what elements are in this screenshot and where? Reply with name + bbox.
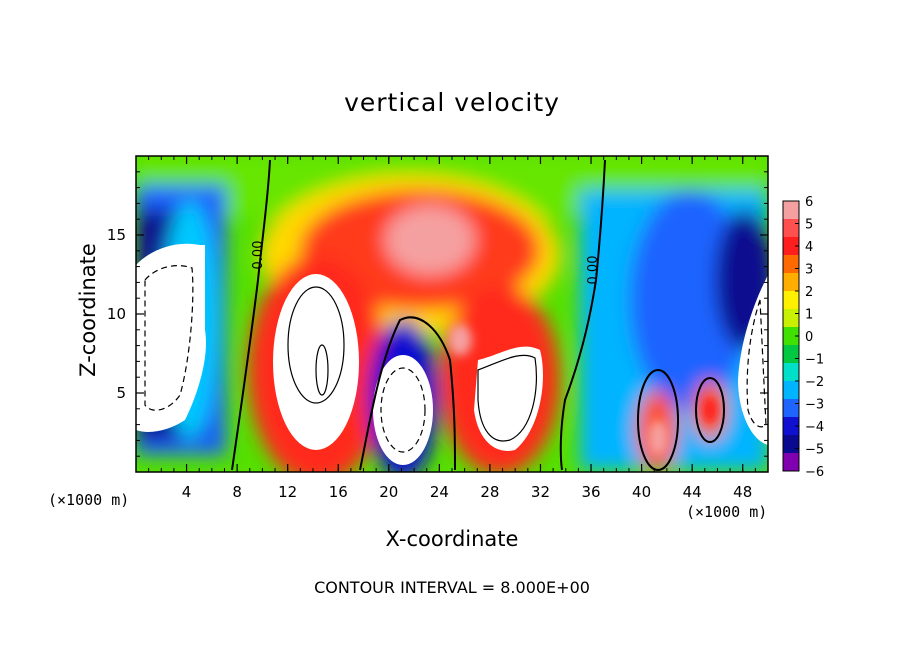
colorbar-swatch xyxy=(783,435,799,454)
y-tick-label: 15 xyxy=(107,226,126,244)
colorbar-label: −3 xyxy=(805,398,824,413)
colorbar-label: 2 xyxy=(805,285,813,300)
colorbar-label: 0 xyxy=(805,330,813,345)
colorbar-swatch xyxy=(783,237,799,256)
contour-label: 0.00 xyxy=(586,256,601,285)
x-tick-label: 12 xyxy=(278,483,297,501)
x-tick-label: 28 xyxy=(480,483,499,501)
colorbar-label: 3 xyxy=(805,263,813,278)
x-tick-label: 8 xyxy=(232,483,242,501)
colorbar-swatch xyxy=(783,327,799,346)
colorbar-swatch xyxy=(783,381,799,400)
y-tick-label: 5 xyxy=(116,384,126,402)
colorbar-swatch xyxy=(783,399,799,418)
colorbar-swatch xyxy=(783,291,799,310)
x-tick-label: 44 xyxy=(683,483,702,501)
colorbar-label: −5 xyxy=(805,443,824,458)
y-axis-label: Z-coordinate xyxy=(76,243,100,377)
colorbar-swatch xyxy=(783,363,799,382)
x-tick-label: 32 xyxy=(531,483,550,501)
x-axis: 4 8 12 16 20 24 28 32 36 40 44 48 xyxy=(148,156,756,501)
colorbar-label: −1 xyxy=(805,353,824,368)
colorbar-swatch xyxy=(783,453,799,472)
x-tick-label: 20 xyxy=(379,483,398,501)
x-tick-label: 24 xyxy=(430,483,449,501)
colorbar-label: 4 xyxy=(805,240,813,255)
contour-interval-note: CONTOUR INTERVAL = 8.000E+00 xyxy=(314,578,590,597)
colorbar-label: 6 xyxy=(805,195,813,210)
colorbar: 6 5 4 3 2 1 0 −1 −2 −3 −4 −5 −6 xyxy=(782,195,824,480)
y-axis: 5 10 15 xyxy=(107,171,768,457)
colorbar-label: −4 xyxy=(805,420,824,435)
colorbar-swatch xyxy=(783,309,799,328)
colorbar-label: 5 xyxy=(805,218,813,233)
contour-labels: 0.00 0.00 xyxy=(251,241,601,285)
x-unit-right: (×1000 m) xyxy=(686,503,768,521)
colorbar-swatch xyxy=(783,417,799,436)
x-tick-label: 40 xyxy=(632,483,651,501)
x-axis-label: X-coordinate xyxy=(385,527,519,551)
x-tick-label: 16 xyxy=(329,483,348,501)
colorbar-label: −2 xyxy=(805,375,824,390)
heatmap-field xyxy=(136,156,768,472)
x-tick-label: 36 xyxy=(581,483,600,501)
x-tick-label: 48 xyxy=(733,483,752,501)
colorbar-swatch xyxy=(783,345,799,364)
contour-label: 0.00 xyxy=(251,241,266,270)
colorbar-swatch xyxy=(783,219,799,238)
colorbar-label: 1 xyxy=(805,308,813,323)
x-tick-label: 4 xyxy=(182,483,192,501)
colorbar-swatch xyxy=(783,273,799,292)
colorbar-swatch xyxy=(783,255,799,274)
colorbar-swatch xyxy=(783,201,799,220)
chart-title: vertical velocity xyxy=(344,88,560,117)
colorbar-label: −6 xyxy=(805,465,824,480)
x-unit-left: (×1000 m) xyxy=(48,491,130,509)
y-tick-label: 10 xyxy=(107,305,126,323)
